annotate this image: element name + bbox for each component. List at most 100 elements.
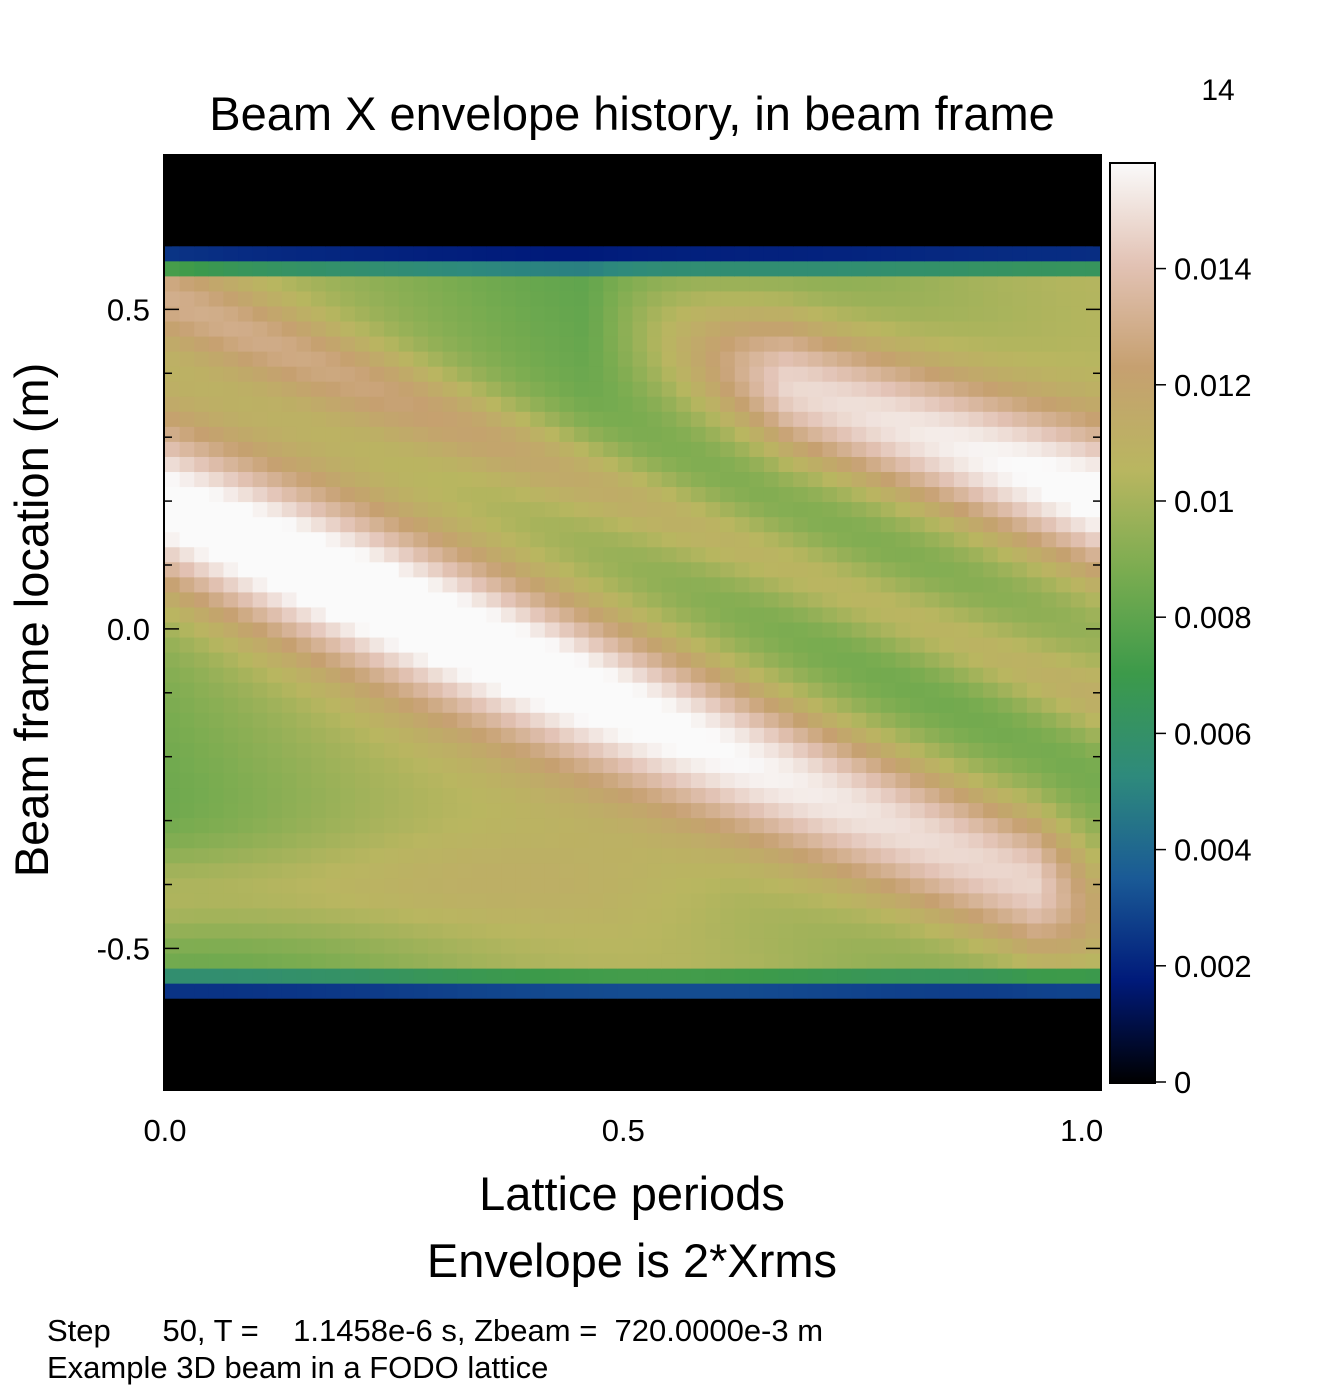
heatmap-cell bbox=[647, 682, 663, 699]
heatmap-cell bbox=[807, 396, 824, 413]
heatmap-cell bbox=[384, 231, 400, 247]
heatmap-cell bbox=[296, 833, 312, 849]
heatmap-cell bbox=[398, 893, 414, 910]
heatmap-cell bbox=[223, 547, 239, 563]
heatmap-cell bbox=[281, 998, 298, 1015]
heatmap-cell bbox=[311, 818, 327, 834]
heatmap-cell bbox=[734, 788, 750, 804]
heatmap-cell bbox=[384, 923, 400, 940]
heatmap-cell bbox=[968, 547, 984, 563]
heatmap-cell bbox=[983, 381, 999, 398]
heatmap-cell bbox=[720, 682, 736, 699]
heatmap-cell bbox=[617, 682, 634, 699]
heatmap-cell bbox=[632, 818, 648, 834]
heatmap-cell bbox=[705, 637, 721, 654]
heatmap-cell bbox=[471, 517, 488, 533]
heatmap-cell bbox=[910, 697, 926, 714]
heatmap-cell bbox=[296, 697, 312, 714]
heatmap-cell bbox=[486, 216, 502, 232]
heatmap-cell bbox=[705, 156, 721, 172]
heatmap-cell bbox=[457, 532, 473, 548]
heatmap-cell bbox=[238, 682, 254, 699]
heatmap-cell bbox=[194, 953, 210, 970]
heatmap-cell bbox=[1041, 216, 1057, 232]
heatmap-cell bbox=[734, 803, 750, 819]
heatmap-cell bbox=[501, 201, 517, 217]
heatmap-cell bbox=[983, 788, 999, 804]
heatmap-cell bbox=[603, 562, 619, 578]
heatmap-cell bbox=[866, 472, 882, 488]
heatmap-cell bbox=[953, 953, 970, 970]
heatmap-cell bbox=[720, 757, 736, 774]
heatmap-cell bbox=[354, 562, 371, 578]
heatmap-cell bbox=[179, 803, 195, 819]
heatmap-cell bbox=[384, 712, 400, 729]
heatmap-cell bbox=[983, 261, 999, 277]
heatmap-cell bbox=[690, 201, 707, 217]
heatmap-cell bbox=[471, 622, 488, 639]
heatmap-cell bbox=[793, 923, 809, 940]
heatmap-cell bbox=[690, 366, 707, 383]
heatmap-cell bbox=[763, 381, 780, 398]
heatmap-cell bbox=[705, 742, 721, 759]
heatmap-cell bbox=[968, 818, 984, 834]
heatmap-cell bbox=[807, 291, 824, 308]
heatmap-cell bbox=[442, 291, 458, 308]
heatmap-cell bbox=[1012, 487, 1028, 503]
heatmap-cell bbox=[880, 411, 897, 428]
heatmap-cell bbox=[486, 1043, 502, 1060]
heatmap-cell bbox=[530, 923, 546, 940]
heatmap-cell bbox=[398, 306, 414, 323]
heatmap-cell bbox=[354, 246, 371, 262]
heatmap-cell bbox=[369, 998, 385, 1015]
heatmap-cell bbox=[807, 351, 824, 368]
heatmap-cell bbox=[311, 893, 327, 910]
heatmap-cell bbox=[983, 863, 999, 879]
heatmap-cell bbox=[559, 577, 575, 593]
heatmap-cell bbox=[530, 1028, 546, 1045]
heatmap-cell bbox=[924, 411, 940, 428]
heatmap-cell bbox=[252, 983, 268, 1000]
heatmap-cell bbox=[997, 742, 1013, 759]
heatmap-cell bbox=[778, 502, 794, 518]
heatmap-cell bbox=[617, 998, 634, 1015]
heatmap-cell bbox=[880, 351, 897, 368]
heatmap-cell bbox=[997, 818, 1013, 834]
heatmap-cell bbox=[1085, 336, 1101, 353]
heatmap-cell bbox=[983, 818, 999, 834]
heatmap-cell bbox=[354, 757, 371, 774]
heatmap-cell bbox=[238, 818, 254, 834]
heatmap-cell bbox=[486, 156, 502, 172]
heatmap-cell bbox=[705, 983, 721, 1000]
heatmap-cell bbox=[763, 983, 780, 1000]
heatmap-cell bbox=[252, 532, 268, 548]
heatmap-cell bbox=[223, 381, 239, 398]
heatmap-cell bbox=[705, 1073, 721, 1090]
heatmap-cell bbox=[369, 517, 385, 533]
heatmap-cell bbox=[1012, 727, 1028, 744]
heatmap-cell bbox=[281, 306, 298, 323]
heatmap-cell bbox=[267, 1028, 283, 1045]
heatmap-cell bbox=[632, 968, 648, 985]
heatmap-cell bbox=[281, 863, 298, 879]
heatmap-cell bbox=[866, 772, 882, 789]
heatmap-cell bbox=[296, 186, 312, 202]
heatmap-cell bbox=[1085, 186, 1101, 202]
heatmap-cell bbox=[296, 246, 312, 262]
heatmap-cell bbox=[530, 757, 546, 774]
heatmap-cell bbox=[822, 472, 838, 488]
heatmap-cell bbox=[281, 968, 298, 985]
heatmap-cell bbox=[822, 156, 838, 172]
heatmap-cell bbox=[749, 923, 765, 940]
heatmap-cell bbox=[501, 381, 517, 398]
heatmap-cell bbox=[1041, 291, 1057, 308]
heatmap-cell bbox=[398, 562, 414, 578]
heatmap-cell bbox=[588, 712, 604, 729]
heatmap-cell bbox=[647, 246, 663, 262]
heatmap-cell bbox=[559, 682, 575, 699]
heatmap-cell bbox=[252, 472, 268, 488]
heatmap-cell bbox=[997, 757, 1013, 774]
heatmap-cell bbox=[880, 833, 897, 849]
heatmap-cell bbox=[179, 487, 195, 503]
heatmap-cell bbox=[340, 517, 356, 533]
